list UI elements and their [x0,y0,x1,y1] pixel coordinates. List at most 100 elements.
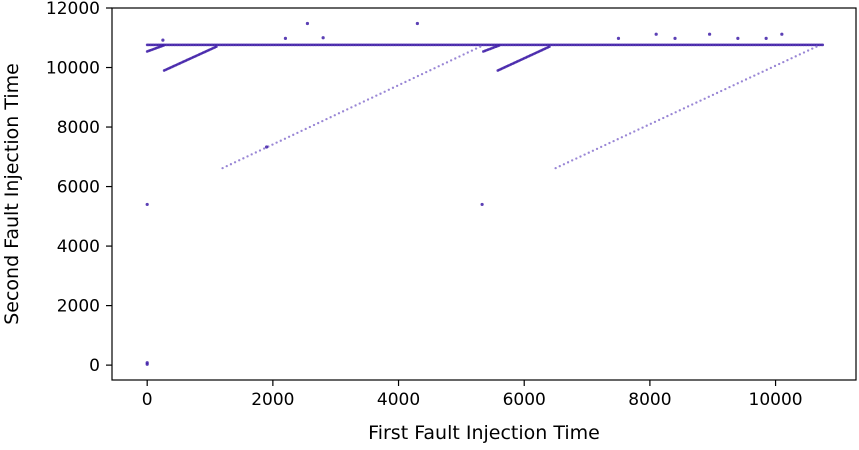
data-point [653,120,657,123]
data-point [317,121,320,125]
data-point [699,99,702,102]
data-point [497,44,501,47]
data-point [425,71,428,74]
data-point [782,60,785,64]
data-point [583,153,586,156]
data-point [778,62,781,66]
data-point [674,111,677,114]
data-point [161,38,165,42]
data-point [780,32,784,36]
y-tick-label: 0 [89,356,100,376]
x-tick-label: 10000 [749,390,803,410]
y-axis-label: Second Fault Injection Time [1,63,23,325]
data-point [238,159,241,162]
data-point [287,135,291,138]
data-point [558,165,561,168]
data-point [454,57,457,60]
data-point [608,141,611,145]
x-axis: 0 2000 4000 6000 8000 10000 [142,380,803,410]
data-point [761,70,764,73]
data-point [404,80,407,84]
data-point [300,129,303,133]
data-point [271,143,274,146]
x-axis-label: First Fault Injection Time [368,422,600,444]
data-point [811,47,814,50]
data-point [375,94,378,97]
data-point [571,159,574,162]
y-axis: 0 2000 4000 6000 8000 10000 12000 [46,0,112,376]
data-point [358,102,361,105]
data-point [728,86,731,89]
data-point [312,123,316,127]
data-point [415,21,419,26]
data-point [749,76,752,79]
data-point [562,163,566,166]
data-point [264,145,269,149]
data-point [283,36,288,40]
data-point [736,82,739,85]
data-point [764,36,768,40]
data-point [591,149,595,152]
data-point [616,36,621,40]
axes-frame [111,7,857,381]
data-point [707,95,710,98]
data-point [242,157,245,160]
data-point [350,106,353,109]
data-point [329,116,332,119]
data-point [806,49,810,52]
data-point [233,161,237,164]
data-point [433,67,436,70]
data-point [620,136,624,139]
data-point [325,118,328,121]
data-point [445,61,449,64]
data-point [362,100,366,103]
data-point [321,36,325,40]
data-point [657,118,661,122]
data-point [637,128,640,131]
y-tick-label: 10000 [46,59,100,79]
data-point [145,361,149,365]
data-point [769,66,773,70]
data-point [821,43,825,47]
y-tick-label: 8000 [57,118,100,138]
data-point [296,131,299,135]
data-point [579,155,582,158]
data-point [711,93,715,97]
data-point [707,32,712,36]
data-point [616,138,619,141]
data-point [462,53,465,56]
data-point [321,119,324,123]
data-point [366,98,370,101]
data-point [221,166,224,170]
data-point [437,65,440,68]
data-point [229,163,233,166]
data-point [554,166,557,170]
data-point [145,202,149,207]
data-point [480,202,484,207]
data-point [703,97,706,100]
data-point [304,127,307,131]
data-point [715,91,719,95]
data-point [790,57,793,60]
data-point [354,104,357,107]
data-point [263,147,266,150]
data-point [391,86,395,89]
data-point [333,114,336,117]
x-tick-label: 2000 [251,390,294,410]
data-point [682,107,686,110]
data-point [686,105,690,108]
data-point [254,151,257,154]
data-point [162,44,165,47]
data-point [412,76,415,80]
data-point [416,74,420,78]
data-point [724,87,727,91]
data-point [575,157,578,160]
data-point [258,149,262,152]
data-point [666,114,669,118]
data-point [649,122,652,125]
data-point [420,72,424,76]
x-tick-label: 0 [142,390,153,410]
data-point [600,145,603,149]
y-tick-label: 4000 [57,237,100,257]
